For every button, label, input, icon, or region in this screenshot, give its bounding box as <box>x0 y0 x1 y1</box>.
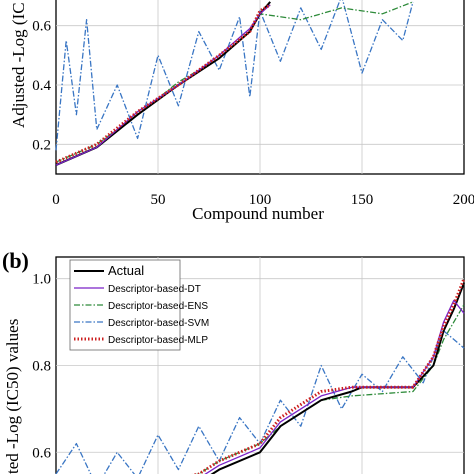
panel-a-series-line-actual <box>55 1 271 167</box>
panel-a-x-axis-label: Compound number <box>192 204 324 223</box>
panel-a-grid <box>56 0 464 174</box>
panel-a-y-tick-label: 0.6 <box>32 19 51 35</box>
panel-a-series-group <box>55 0 414 167</box>
panel-b-y-tick-label: 1.0 <box>32 272 51 288</box>
panel-b-label: (b) <box>2 248 29 273</box>
panel-b-series-line-actual <box>210 282 465 474</box>
panel-a-y-axis-label: Adjusted -Log (IC <box>9 2 28 128</box>
legend-label-descriptor-based-svm: Descriptor-based-SVM <box>108 318 209 329</box>
panel-a-x-tick-label: 100 <box>249 192 272 208</box>
legend-label-descriptor-based-ens: Descriptor-based-ENS <box>108 301 208 312</box>
panel-a-y-ticks: 0.2 0.4 0.6 <box>32 19 51 154</box>
legend-label-descriptor-based-dt: Descriptor-based-DT <box>108 284 201 295</box>
panel-b-series-line-descriptor-based-mlp <box>191 278 466 474</box>
panel-a-x-tick-label: 200 <box>453 192 474 208</box>
panel-a-y-tick-label: 0.2 <box>32 137 51 153</box>
panel-b-series-line-descriptor-based-dt <box>204 299 465 474</box>
panel-a-x-tick-label: 50 <box>151 192 166 208</box>
panel-b-series-group <box>55 278 466 474</box>
panel-a-chart: 0.2 0.4 0.6 0 50 100 150 200 Compound number A… <box>9 0 474 223</box>
panel-a-x-tick-label: 0 <box>52 192 60 208</box>
legend-label-descriptor-based-mlp: Descriptor-based-MLP <box>108 335 208 346</box>
legend-label-actual: Actual <box>108 263 144 278</box>
panel-b-legend: Actual Descriptor-based-DT Descriptor-base… <box>69 259 209 351</box>
panel-b-y-tick-label: 0.8 <box>32 358 51 374</box>
panel-a-x-ticks: 0 50 100 150 200 <box>52 192 474 208</box>
panel-b-chart: (b) 0.6 0.8 1.0 ted -Log (IC50) values Act… <box>2 248 466 474</box>
panel-a-series-line-descriptor-based-mlp <box>55 3 271 164</box>
panel-a-series-line-descriptor-based-svm <box>55 0 414 151</box>
panel-b-y-ticks: 0.6 0.8 1.0 <box>32 272 51 462</box>
panel-b-y-tick-label: 0.6 <box>32 445 51 461</box>
panel-b-y-axis-label: ted -Log (IC50) values <box>3 319 22 474</box>
panel-a-x-tick-label: 150 <box>351 192 374 208</box>
panel-a-y-tick-label: 0.4 <box>32 78 51 94</box>
